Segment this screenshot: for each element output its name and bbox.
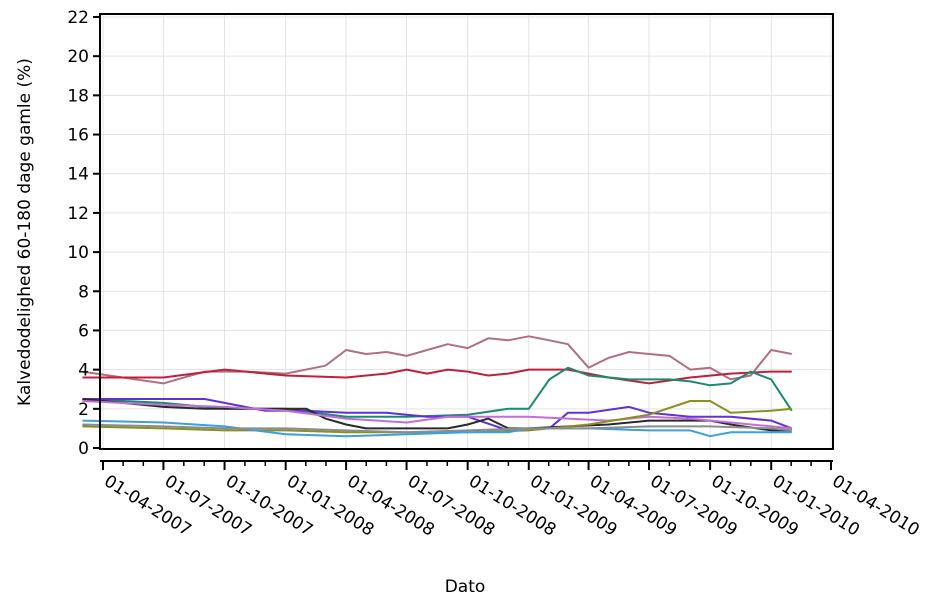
y-tick-label: 20 bbox=[67, 47, 89, 67]
series-line-8 bbox=[82, 419, 792, 438]
y-tick-label: 4 bbox=[78, 361, 89, 381]
plot-frame bbox=[99, 13, 834, 450]
y-tick-label: 6 bbox=[78, 321, 89, 341]
x-axis: 01-04-200701-07-200701-10-200701-01-2008… bbox=[100, 460, 923, 541]
series-line-6 bbox=[82, 400, 792, 430]
y-tick-label: 8 bbox=[78, 282, 89, 302]
x-axis-title: Dato bbox=[445, 577, 486, 597]
y-tick-label: 14 bbox=[67, 165, 89, 185]
series-line-9 bbox=[82, 423, 792, 434]
y-tick-label: 0 bbox=[78, 439, 89, 459]
series-line-7 bbox=[82, 400, 792, 434]
series-line-1 bbox=[82, 335, 792, 385]
y-tick-label: 2 bbox=[78, 400, 89, 420]
y-axis-title: Kalvedodelighed 60-180 dage gamle (%) bbox=[15, 58, 35, 406]
y-tick-label: 10 bbox=[67, 243, 89, 263]
y-axis: 0 2 4 6 8 10 12 14 16 18 20 22 bbox=[67, 8, 100, 459]
y-tick-label: 16 bbox=[67, 126, 89, 146]
y-tick-label: 18 bbox=[67, 86, 89, 106]
series-layer bbox=[82, 335, 793, 438]
y-tick-label: 22 bbox=[67, 8, 89, 28]
y-tick-label: 12 bbox=[67, 204, 89, 224]
